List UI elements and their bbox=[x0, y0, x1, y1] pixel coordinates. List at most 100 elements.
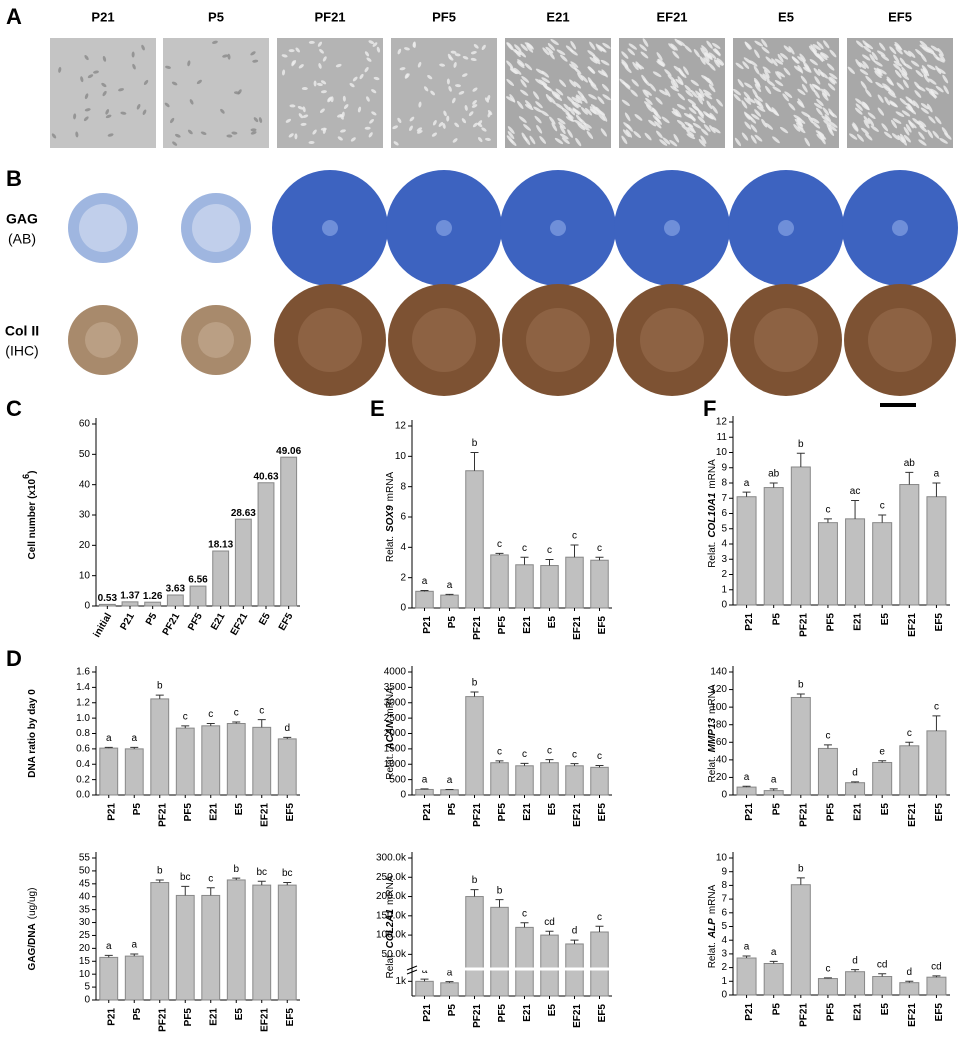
significance-letter: a bbox=[744, 942, 750, 953]
bar bbox=[790, 466, 811, 606]
cell bbox=[643, 89, 652, 96]
cell bbox=[681, 125, 690, 132]
y-tick-label: 4000 bbox=[384, 667, 407, 678]
x-tick-label: EF5 bbox=[934, 613, 945, 632]
bar bbox=[226, 879, 246, 1001]
cell bbox=[639, 44, 648, 52]
stain-label: Col II bbox=[5, 323, 39, 339]
y-tick-label: 2 bbox=[721, 569, 727, 580]
bar bbox=[440, 982, 459, 997]
cell bbox=[369, 118, 374, 124]
cell bbox=[686, 130, 695, 137]
y-axis-title-part: mRNA bbox=[707, 459, 718, 489]
cell bbox=[700, 135, 707, 144]
cell bbox=[298, 113, 304, 119]
y-tick-label: 50.0k bbox=[382, 949, 407, 960]
cell bbox=[366, 96, 370, 102]
cell bbox=[744, 82, 753, 89]
cell bbox=[288, 133, 294, 138]
cell bbox=[640, 51, 649, 59]
cell bbox=[368, 40, 375, 44]
y-axis-title-part: SOX9 bbox=[385, 505, 396, 532]
significance-letter: cd bbox=[931, 961, 942, 972]
cell bbox=[187, 60, 191, 67]
cell bbox=[83, 116, 89, 122]
cell bbox=[816, 41, 824, 50]
cell bbox=[542, 84, 551, 91]
cell bbox=[882, 83, 891, 90]
significance-letter: d bbox=[907, 967, 913, 978]
cell bbox=[569, 79, 577, 88]
x-tick-label: EF5 bbox=[934, 1003, 945, 1022]
cell bbox=[567, 129, 573, 138]
y-tick-label: 0 bbox=[84, 995, 90, 1006]
cell bbox=[703, 93, 713, 100]
cell bbox=[797, 126, 806, 134]
cell bbox=[485, 137, 491, 141]
y-tick-label: 250.0k bbox=[376, 872, 407, 883]
cell bbox=[737, 79, 744, 88]
cell bbox=[641, 74, 648, 84]
error-bar bbox=[851, 969, 860, 972]
cell bbox=[172, 141, 178, 146]
cell bbox=[896, 82, 904, 90]
cell bbox=[517, 59, 525, 67]
significance-letter: a bbox=[447, 580, 453, 591]
y-tick-label: 10 bbox=[79, 969, 91, 980]
cell bbox=[716, 57, 725, 66]
cell bbox=[791, 56, 800, 64]
y-tick-label: 10 bbox=[79, 570, 91, 581]
cell bbox=[902, 79, 909, 89]
cell bbox=[471, 104, 478, 108]
error-bar bbox=[823, 518, 832, 523]
y-axis-title-part: ) bbox=[27, 471, 38, 474]
cell bbox=[366, 57, 372, 62]
error-bar bbox=[104, 746, 113, 749]
cell bbox=[352, 76, 358, 82]
y-tick-label: 6 bbox=[721, 907, 727, 918]
cell bbox=[548, 96, 556, 105]
cell bbox=[651, 107, 658, 116]
cell bbox=[417, 130, 423, 134]
cell bbox=[518, 50, 527, 58]
cell bbox=[858, 62, 867, 69]
cell bbox=[930, 88, 939, 95]
cell bbox=[675, 78, 684, 86]
cell bbox=[869, 54, 876, 63]
cell bbox=[233, 91, 240, 95]
cell bbox=[932, 52, 940, 61]
cell bbox=[804, 137, 811, 147]
cell bbox=[439, 63, 446, 67]
cell bbox=[826, 63, 835, 71]
cell bbox=[291, 60, 295, 67]
significance-letter: b bbox=[798, 439, 804, 450]
cell bbox=[648, 119, 657, 127]
x-tick-label: P5 bbox=[771, 613, 782, 626]
cell bbox=[626, 123, 634, 132]
cell bbox=[632, 61, 639, 71]
cell bbox=[107, 133, 114, 137]
cell bbox=[712, 42, 721, 49]
bar bbox=[99, 747, 119, 796]
gag-pellet-center bbox=[892, 220, 908, 236]
cell bbox=[884, 131, 893, 139]
cell bbox=[657, 58, 666, 66]
significance-letter: b bbox=[472, 438, 478, 449]
cell bbox=[861, 127, 869, 135]
cell bbox=[297, 105, 304, 110]
error-bar bbox=[905, 471, 914, 485]
x-tick-label: PF5 bbox=[497, 1004, 508, 1023]
cell bbox=[862, 54, 871, 61]
gag-pellet-center bbox=[550, 220, 566, 236]
cell bbox=[772, 136, 780, 144]
y-axis-title: Relat. COL10A1 mRNA bbox=[707, 459, 718, 568]
cell bbox=[327, 97, 332, 103]
cell bbox=[891, 133, 900, 141]
x-tick-label: EF21 bbox=[259, 803, 270, 827]
bar bbox=[790, 696, 811, 796]
cell bbox=[750, 124, 758, 133]
cell bbox=[903, 126, 910, 136]
y-tick-label: 0 bbox=[721, 790, 727, 801]
cell bbox=[541, 77, 551, 84]
cell bbox=[862, 60, 869, 69]
